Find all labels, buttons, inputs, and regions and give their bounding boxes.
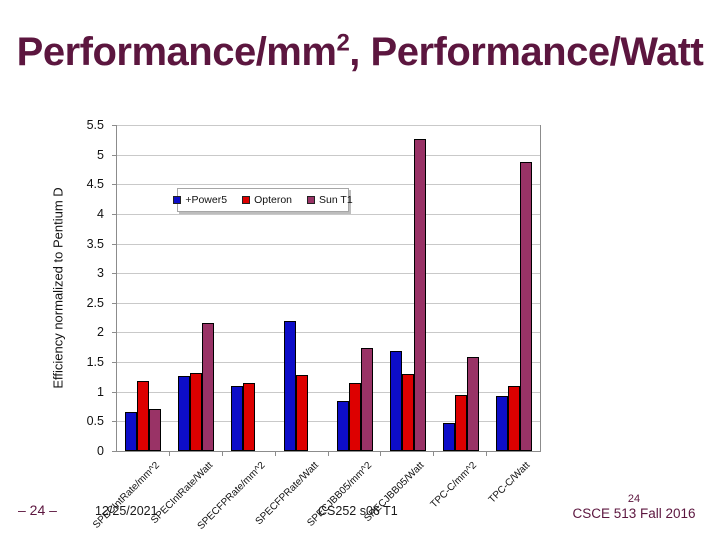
bar — [296, 375, 309, 451]
gridline — [117, 154, 540, 156]
y-tick-label: 4.5 — [86, 177, 104, 192]
x-tick-label: TPC-C/Watt — [486, 460, 533, 506]
legend-swatch-icon — [307, 196, 316, 204]
legend-label: Opteron — [254, 194, 293, 206]
slide-title: Performance/mm2, Performance/Watt — [0, 30, 720, 75]
bar — [413, 139, 426, 451]
gridline — [117, 243, 540, 245]
y-tick-label: 1 — [97, 384, 104, 399]
y-tick-mark — [112, 184, 116, 186]
bar — [284, 321, 297, 451]
gridline — [117, 125, 540, 126]
y-tick-mark — [112, 451, 116, 452]
y-tick-label: 5.5 — [86, 118, 104, 132]
x-tick-mark — [327, 452, 329, 456]
gridline — [117, 362, 540, 364]
x-tick-mark — [221, 452, 223, 456]
gridline — [117, 213, 540, 215]
y-tick-mark — [112, 302, 116, 304]
y-tick-label: 5 — [97, 147, 104, 162]
y-tick-label: 2 — [97, 325, 104, 340]
bar — [401, 374, 414, 451]
gridline — [117, 184, 540, 186]
legend-label: Sun T1 — [319, 194, 353, 206]
y-tick-label: 3 — [97, 266, 104, 281]
bar — [243, 383, 256, 451]
y-tick-mark — [112, 273, 116, 275]
bar — [149, 409, 162, 451]
y-tick-mark — [112, 154, 116, 156]
footer-right-block: 24 CSCE 513 Fall 2016 — [568, 493, 700, 521]
slide-title-text-2: , Performance/Watt — [349, 30, 704, 74]
bar — [519, 162, 532, 451]
footer-course-name: CSCE 513 Fall 2016 — [572, 505, 696, 521]
plot-area: +Power5 Opteron Sun T1 — [112, 125, 541, 452]
legend-item: Sun T1 — [307, 194, 353, 206]
bar — [336, 401, 349, 451]
y-tick-label: 4 — [97, 206, 104, 221]
x-tick-mark — [380, 452, 382, 456]
gridline — [117, 391, 540, 393]
bar — [466, 357, 479, 451]
bar — [348, 383, 361, 451]
bar — [202, 323, 215, 451]
y-tick-mark — [112, 362, 116, 364]
x-tick-mark — [168, 452, 170, 456]
y-tick-label: 0 — [97, 444, 104, 458]
y-axis-tick-labels: 0 0.5 1 1.5 2 2.5 3 3.5 4 4.5 5 5.5 — [0, 118, 110, 458]
gridline — [117, 302, 540, 304]
bar — [360, 348, 373, 451]
y-tick-mark — [112, 332, 116, 334]
bar — [389, 351, 402, 451]
y-tick-mark — [112, 243, 116, 245]
y-tick-mark — [112, 391, 116, 393]
bar — [442, 423, 455, 451]
footer-course-session: CS252 s06 T1 — [318, 504, 398, 518]
bar — [495, 396, 508, 451]
gridline — [117, 421, 540, 423]
x-tick-mark — [433, 452, 435, 456]
bar — [454, 395, 467, 451]
legend: +Power5 Opteron Sun T1 — [173, 188, 353, 212]
x-tick-label: TPC-C/mm^2 — [429, 460, 480, 511]
footer-page-number: 24 — [627, 493, 641, 505]
legend-item: Opteron — [242, 194, 292, 206]
y-tick-label: 0.5 — [86, 414, 104, 429]
legend-item: +Power5 — [173, 194, 227, 206]
y-tick-label: 2.5 — [86, 295, 104, 310]
y-tick-mark — [112, 213, 116, 215]
y-tick-label: 3.5 — [86, 236, 104, 251]
footer-date: 12/25/2021 — [95, 504, 158, 518]
bar — [178, 376, 191, 451]
bar — [231, 386, 244, 451]
bar — [125, 412, 138, 451]
bar — [190, 373, 203, 451]
y-tick-label: 1.5 — [86, 355, 104, 370]
legend-label: +Power5 — [185, 194, 228, 206]
x-tick-mark — [486, 452, 488, 456]
gridline — [117, 332, 540, 334]
slide-title-text: Performance/mm — [16, 30, 337, 74]
y-tick-mark — [112, 421, 116, 423]
x-axis-tick-labels: SPECIntRate/mm^2 SPECIntRate/Watt SPECFPRa… — [91, 452, 539, 540]
legend-swatch-icon — [173, 196, 182, 204]
legend-swatch-icon — [242, 196, 251, 204]
bar — [137, 381, 150, 451]
bar — [507, 386, 520, 451]
gridline — [117, 273, 540, 275]
slide-title-superscript: 2 — [336, 29, 350, 57]
x-tick-mark — [274, 452, 276, 456]
footer-page-marker: – 24 – — [18, 502, 57, 518]
y-tick-mark — [112, 125, 116, 126]
